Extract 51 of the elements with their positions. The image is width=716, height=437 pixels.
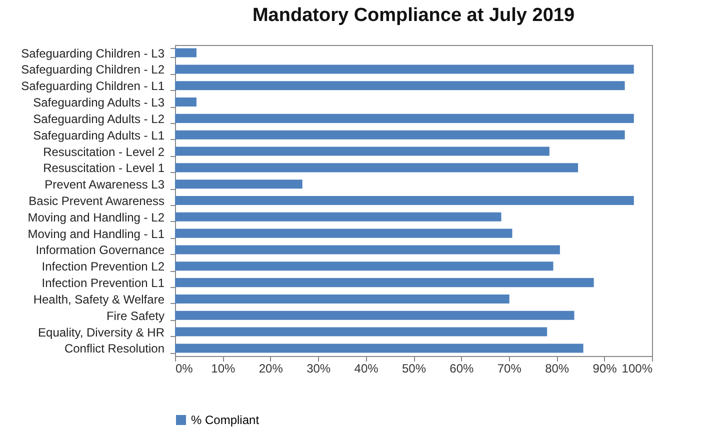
x-tick-label: 20% bbox=[258, 362, 284, 376]
bar bbox=[175, 64, 634, 74]
bar bbox=[175, 180, 302, 189]
x-tick-label: 0% bbox=[176, 362, 194, 376]
x-tick-label: 60% bbox=[450, 362, 474, 376]
bar bbox=[175, 146, 550, 156]
y-tick-label: Moving and Handling - L1 bbox=[28, 226, 165, 241]
y-tick-label: Safeguarding Adults - L2 bbox=[33, 112, 165, 126]
y-tick-label: Safeguarding Children - L3 bbox=[21, 46, 165, 60]
y-tick-label: Fire Safety bbox=[106, 308, 164, 323]
bar bbox=[175, 130, 625, 140]
y-tick-label: Prevent Awareness L3 bbox=[44, 178, 165, 192]
x-tick-label: 70% bbox=[497, 362, 522, 376]
x-tick-label: 30% bbox=[306, 362, 331, 376]
bar bbox=[175, 278, 594, 288]
y-tick-label: Health, Safety & Welfare bbox=[33, 292, 165, 306]
x-tick-label: 50% bbox=[402, 362, 426, 376]
bar bbox=[175, 228, 512, 238]
x-tick-label: 100% bbox=[622, 362, 653, 376]
bar bbox=[175, 98, 196, 107]
y-tick-label: Conflict Resolution bbox=[64, 342, 164, 356]
y-tick-label: Equality, Diversity & HR bbox=[38, 325, 165, 340]
bar bbox=[175, 310, 574, 320]
y-tick-label: Safeguarding Children - L1 bbox=[21, 79, 165, 94]
bar bbox=[175, 163, 578, 172]
x-tick-label: 90% bbox=[592, 362, 618, 376]
y-tick-label: Infection Prevention L1 bbox=[42, 276, 165, 290]
bar bbox=[175, 212, 502, 222]
bar bbox=[175, 48, 196, 58]
y-tick-label: Basic Prevent Awareness bbox=[28, 194, 164, 208]
y-tick-label: Infection Prevention L2 bbox=[42, 260, 165, 274]
bar bbox=[175, 81, 625, 90]
y-tick-label: Resuscitation - Level 1 bbox=[43, 161, 165, 176]
bar bbox=[175, 114, 634, 123]
y-tick-label: Safeguarding Adults - L3 bbox=[33, 96, 165, 110]
x-tick-label: 40% bbox=[354, 362, 379, 376]
y-tick-label: Resuscitation - Level 2 bbox=[43, 144, 165, 159]
chart-title: Mandatory Compliance at July 2019 bbox=[252, 5, 575, 26]
bar bbox=[175, 327, 548, 336]
bar bbox=[175, 344, 584, 353]
bar bbox=[175, 262, 554, 271]
y-tick-label: Safeguarding Children - L2 bbox=[21, 62, 165, 77]
x-tick-label: 10% bbox=[211, 362, 236, 376]
y-tick-label: Safeguarding Adults - L1 bbox=[33, 128, 165, 142]
bar bbox=[175, 294, 510, 304]
bar bbox=[175, 245, 560, 254]
x-tick-label: 80% bbox=[545, 362, 570, 376]
y-tick-label: Moving and Handling - L2 bbox=[28, 210, 165, 224]
y-tick-label: Information Governance bbox=[36, 243, 165, 258]
bar bbox=[175, 196, 634, 206]
legend-label: % Compliant bbox=[191, 413, 260, 427]
